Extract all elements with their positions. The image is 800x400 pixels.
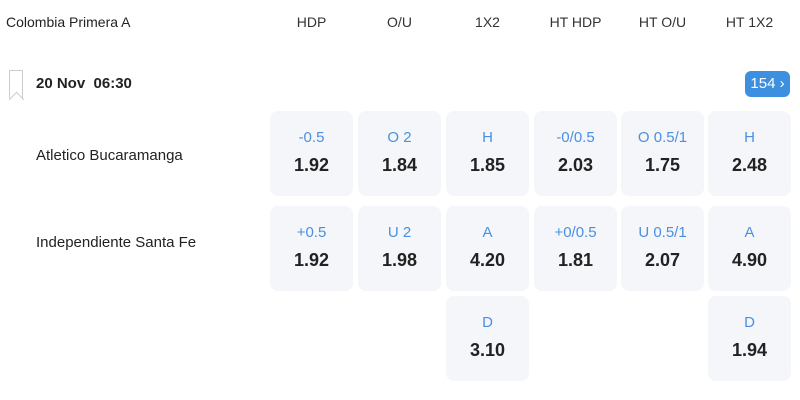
column-header: HDP <box>296 14 327 30</box>
odds-cell[interactable]: D 3.10 <box>446 296 529 381</box>
column-header: HT O/U <box>638 14 687 30</box>
column-header: O/U <box>387 14 412 30</box>
odds-label: H <box>482 129 493 146</box>
odds-value: 1.75 <box>644 155 681 175</box>
odds-label: A <box>482 224 493 241</box>
odds-label: O 2 <box>387 129 412 146</box>
odds-value: 1.94 <box>731 340 768 360</box>
home-team: Atletico Bucaramanga <box>36 147 183 164</box>
odds-label: D <box>482 314 493 331</box>
odds-value: 2.48 <box>731 155 768 175</box>
odds-cell[interactable]: H 1.85 <box>446 111 529 196</box>
odds-cell[interactable]: +0.5 1.92 <box>270 206 353 291</box>
odds-label: U 0.5/1 <box>638 224 687 241</box>
odds-cell[interactable]: -0.5 1.92 <box>270 111 353 196</box>
odds-value: 4.90 <box>731 250 768 270</box>
odds-label: O 0.5/1 <box>637 129 688 146</box>
odds-value: 1.81 <box>557 250 594 270</box>
more-markets-button[interactable]: 154 › <box>745 71 790 97</box>
away-team: Independiente Santa Fe <box>36 234 197 251</box>
bookmark-icon[interactable] <box>9 70 23 98</box>
odds-value: 1.85 <box>469 155 506 175</box>
odds-cell[interactable]: U 0.5/1 2.07 <box>621 206 704 291</box>
odds-cell[interactable]: O 0.5/1 1.75 <box>621 111 704 196</box>
match-datetime: 20 Nov 06:30 <box>36 75 132 92</box>
odds-cell[interactable]: A 4.20 <box>446 206 529 291</box>
odds-value: 2.07 <box>644 250 681 270</box>
odds-label: A <box>744 224 755 241</box>
odds-cell[interactable]: H 2.48 <box>708 111 791 196</box>
column-header: HT 1X2 <box>725 14 774 30</box>
odds-value: 3.10 <box>469 340 506 360</box>
odds-cell[interactable]: -0/0.5 2.03 <box>534 111 617 196</box>
odds-label: -0/0.5 <box>556 129 595 146</box>
odds-cell[interactable]: D 1.94 <box>708 296 791 381</box>
odds-value: 1.92 <box>293 155 330 175</box>
odds-cell[interactable]: +0/0.5 1.81 <box>534 206 617 291</box>
odds-value: 4.20 <box>469 250 506 270</box>
odds-label: +0.5 <box>296 224 327 241</box>
odds-label: -0.5 <box>298 129 325 146</box>
league-title: Colombia Primera A <box>6 14 131 30</box>
odds-cell[interactable]: A 4.90 <box>708 206 791 291</box>
column-header: HT HDP <box>549 14 602 30</box>
odds-value: 2.03 <box>557 155 594 175</box>
odds-label: U 2 <box>387 224 412 241</box>
column-header: 1X2 <box>475 14 500 30</box>
odds-value: 1.84 <box>381 155 418 175</box>
odds-cell[interactable]: O 2 1.84 <box>358 111 441 196</box>
odds-label: +0/0.5 <box>554 224 597 241</box>
odds-value: 1.98 <box>381 250 418 270</box>
odds-cell[interactable]: U 2 1.98 <box>358 206 441 291</box>
odds-label: H <box>744 129 755 146</box>
odds-value: 1.92 <box>293 250 330 270</box>
odds-label: D <box>744 314 755 331</box>
